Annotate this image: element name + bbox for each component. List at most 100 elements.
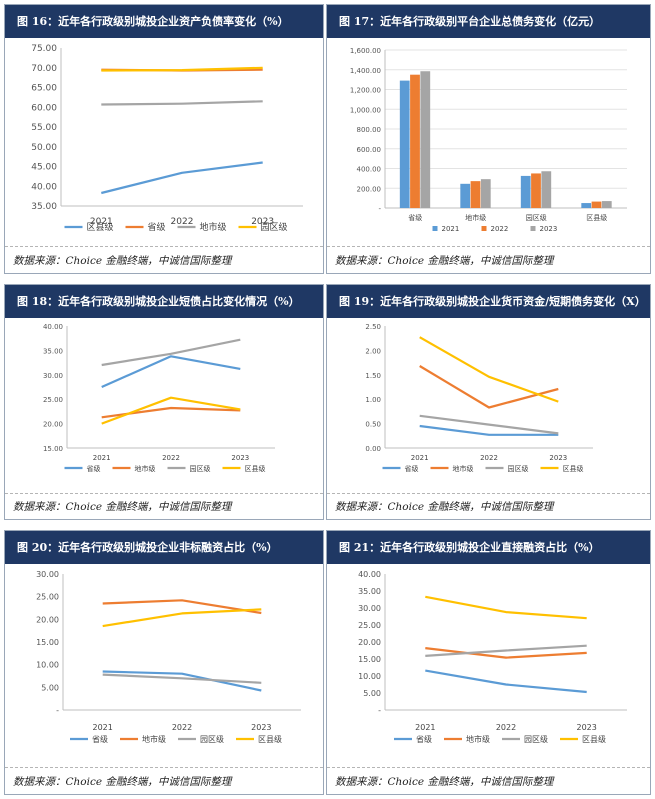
y-tick-label: 20.00 (358, 638, 381, 647)
y-tick-label: 30.00 (358, 604, 381, 613)
y-tick-label: 5.00 (363, 689, 381, 698)
line-省级 (101, 355, 241, 389)
panel-title: 图 19：近年各行政级别城投企业货币资金/短期债务变化（X） (327, 285, 650, 318)
line-区县级 (102, 608, 262, 628)
y-tick-label: 35.00 (43, 347, 63, 355)
y-tick-label: 40.00 (31, 182, 57, 192)
y-tick-label: 1,200.00 (350, 87, 381, 95)
chart-panel-16: 图 16：近年各行政级别城投企业资产负债率变化（%） 35.00 40.00 45.… (4, 4, 324, 274)
legend-label: 2022 (491, 225, 509, 233)
chart-20: - 5.00 10.00 15.00 20.00 25.00 30.00 2021 2022 20… (36, 570, 301, 744)
chart-panel-19: 图 19：近年各行政级别城投企业货币资金/短期债务变化（X） 0.00 0.50 1… (326, 284, 651, 520)
y-tick-label: 30.00 (36, 570, 59, 579)
legend-label: 园区级 (200, 734, 224, 744)
line-园区级 (101, 338, 241, 367)
panel-title: 图 21：近年各行政级别城投企业直接融资占比（%） (327, 531, 650, 564)
legend-swatch (432, 226, 438, 231)
legend-label: 2023 (540, 225, 558, 233)
line-省级 (102, 670, 262, 692)
chart-panel-20: 图 20：近年各行政级别城投企业非标融资占比（%） - 5.00 10.00 15.0… (4, 530, 324, 795)
legend-label: 区县级 (258, 734, 282, 744)
y-tick-label: 1,400.00 (350, 67, 381, 75)
x-tick-label: 2021 (92, 723, 112, 732)
y-tick-label: - (56, 706, 59, 715)
line-地市级 (419, 365, 559, 409)
legend-label: 省级 (416, 734, 432, 744)
y-tick-label: 600.00 (357, 146, 382, 154)
y-tick-label: 400.00 (357, 166, 382, 174)
legend-label: 2021 (442, 225, 460, 233)
line-地市级 (102, 599, 262, 615)
y-tick-label: 70.00 (31, 64, 57, 74)
y-tick-label: 1,000.00 (350, 106, 381, 114)
bar-2021-园区级 (520, 175, 531, 208)
x-tick-label: 2021 (93, 454, 111, 462)
line-园区级 (419, 414, 559, 435)
bar-2023-园区级 (541, 171, 552, 208)
chart-17: - 200.00 400.00 600.00 800.00 1,000.00 1,200.0… (350, 47, 627, 233)
y-tick-label: 25.00 (358, 621, 381, 630)
legend-label: 地市级 (142, 734, 166, 744)
x-tick-label: 2023 (576, 723, 596, 732)
data-source: 数据来源：Choice 金融终端，中诚信国际整理 (13, 776, 232, 788)
legend-label: 区县级 (582, 734, 606, 744)
panel-title: 图 18：近年各行政级别城投企业短债占比变化情况（%） (5, 285, 323, 318)
bar-2022-省级 (410, 74, 420, 208)
y-tick-label: 15.00 (36, 638, 59, 647)
y-tick-label: 0.00 (365, 445, 381, 453)
panel-title: 图 20：近年各行政级别城投企业非标融资占比（%） (5, 531, 323, 564)
y-tick-label: 75.00 (31, 44, 57, 54)
line-区县级 (425, 595, 587, 620)
line-省级 (425, 669, 587, 694)
legend-label: 省级 (148, 221, 166, 233)
line-园区级 (425, 644, 587, 657)
y-tick-label: 30.00 (43, 372, 63, 380)
legend-label: 园区级 (524, 734, 548, 744)
x-tick-label: 2021 (90, 217, 113, 227)
legend-label: 地市级 (135, 464, 156, 473)
x-tick-label: 2022 (496, 723, 516, 732)
y-tick-label: 35.00 (358, 587, 381, 596)
legend-swatch (481, 226, 487, 231)
y-tick-label: 200.00 (357, 185, 382, 193)
line-区县级 (101, 161, 263, 195)
y-tick-label: 1,600.00 (350, 47, 381, 55)
x-tick-label: 园区级 (526, 213, 547, 222)
panel-title: 图 16：近年各行政级别城投企业资产负债率变化（%） (5, 5, 323, 38)
x-tick-label: 2023 (251, 723, 271, 732)
y-tick-label: 2.00 (365, 347, 381, 355)
x-tick-label: 2023 (231, 454, 249, 462)
data-source: 数据来源：Choice 金融终端，中诚信国际整理 (335, 501, 554, 513)
chart-panel-18: 图 18：近年各行政级别城投企业短债占比变化情况（%） 15.00 20.00 25… (4, 284, 324, 520)
legend-label: 区县级 (87, 221, 114, 233)
line-区县级 (101, 396, 241, 425)
chart-panel-17: 图 17：近年各行政级别平台企业总债务变化（亿元） - 200.00 400.00 6… (326, 4, 651, 274)
x-tick-label: 2022 (171, 217, 194, 227)
y-tick-label: 15.00 (358, 655, 381, 664)
y-tick-label: 45.00 (31, 163, 57, 173)
chart-16: 35.00 40.00 45.00 50.00 55.00 60.00 65.00 70.00… (31, 44, 303, 233)
y-tick-label: - (378, 205, 381, 213)
bar-2023-地市级 (480, 179, 491, 208)
data-source: 数据来源：Choice 金融终端，中诚信国际整理 (335, 255, 554, 267)
legend-label: 地市级 (466, 734, 490, 744)
y-tick-label: 40.00 (358, 570, 381, 579)
line-区县级 (419, 336, 559, 403)
y-tick-label: 65.00 (31, 84, 57, 94)
y-tick-label: 2.50 (365, 323, 381, 331)
legend-label: 园区级 (508, 464, 529, 473)
bar-2022-地市级 (470, 181, 481, 208)
x-tick-label: 2021 (411, 454, 429, 462)
y-tick-label: 10.00 (36, 661, 59, 670)
bar-2022-区县级 (591, 201, 602, 208)
x-tick-label: 2023 (549, 454, 567, 462)
y-tick-label: 0.50 (365, 421, 381, 429)
chart-18: 15.00 20.00 25.00 30.00 35.00 40.00 2021 2022 20… (43, 323, 275, 473)
line-园区级 (101, 66, 263, 72)
legend-label: 地市级 (200, 221, 227, 233)
bar-2022-园区级 (531, 173, 541, 208)
chart-21: - 5.00 10.00 15.00 20.00 25.00 30.00 35.00 40.00… (358, 570, 627, 744)
y-tick-label: - (378, 706, 381, 715)
y-tick-label: 25.00 (43, 396, 63, 404)
y-tick-label: 60.00 (31, 103, 57, 113)
